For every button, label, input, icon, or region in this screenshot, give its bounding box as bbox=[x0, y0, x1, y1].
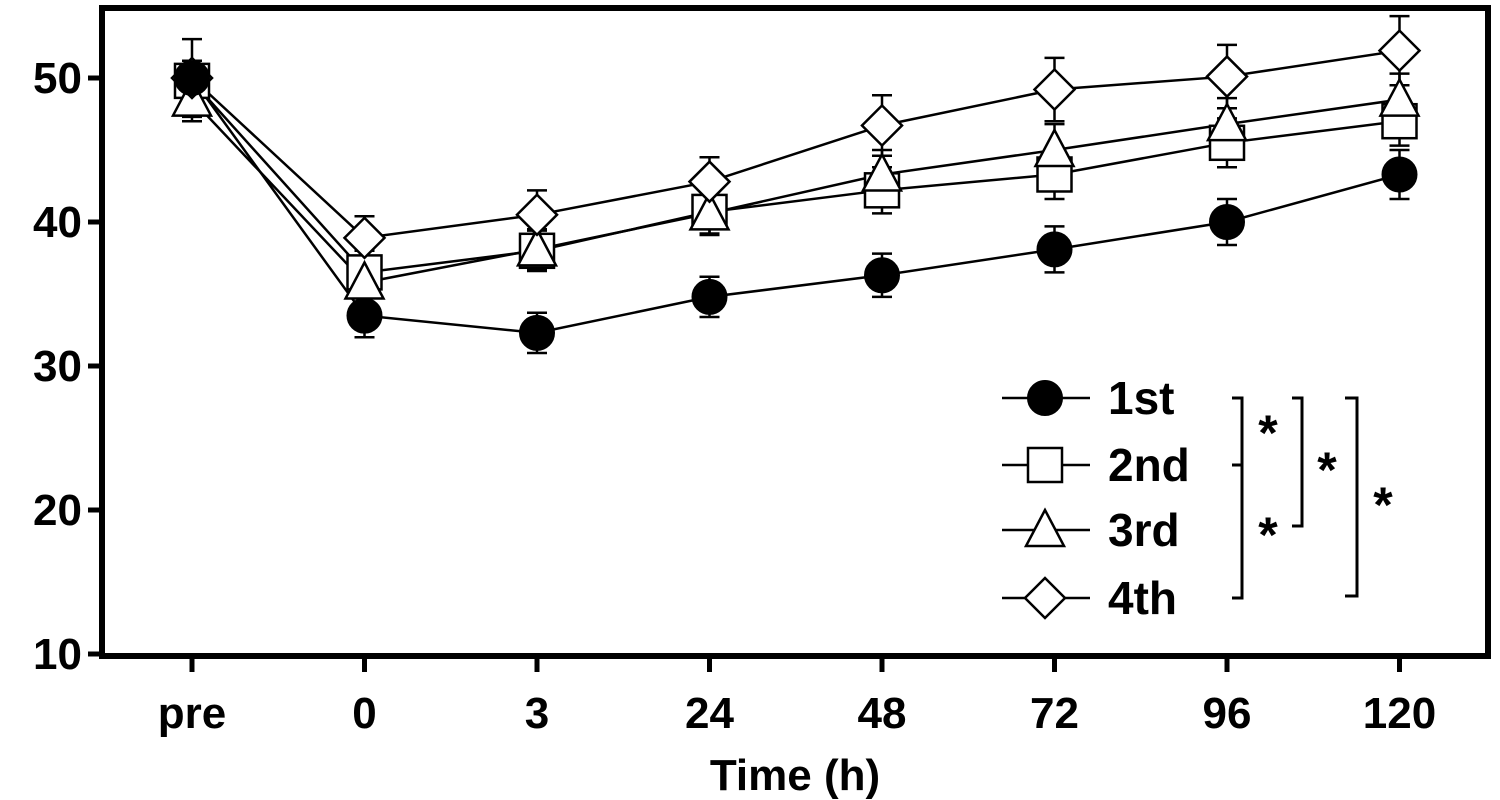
data-point-3rd bbox=[1205, 101, 1249, 142]
significance-star: * bbox=[1317, 442, 1337, 498]
y-tick-label: 20 bbox=[33, 486, 82, 535]
data-point-1st bbox=[519, 314, 555, 351]
legend-marker-4th bbox=[1023, 576, 1067, 620]
x-axis-title: Time (h) bbox=[710, 751, 880, 800]
bracket-1st-4th bbox=[1345, 396, 1359, 598]
legend-label-4th: 4th bbox=[1108, 572, 1177, 624]
legend-marker-3rd bbox=[1023, 507, 1067, 548]
bracket-1st-3rd bbox=[1292, 396, 1304, 528]
data-point-4th bbox=[342, 216, 387, 260]
legend-label-1st: 1st bbox=[1108, 372, 1174, 424]
x-tick-label: 96 bbox=[1203, 689, 1252, 738]
legend-marker-1st bbox=[1027, 380, 1063, 416]
series-line-1st bbox=[190, 77, 1400, 335]
data-point-1st bbox=[1036, 231, 1073, 268]
y-tick-label: 40 bbox=[33, 198, 82, 247]
x-tick-label: 48 bbox=[858, 689, 907, 738]
data-point-3rd bbox=[688, 190, 731, 231]
data-point-1st bbox=[346, 297, 383, 334]
x-tick-label: 120 bbox=[1363, 689, 1436, 738]
y-tick-label: 50 bbox=[33, 54, 82, 103]
significance-star: * bbox=[1258, 507, 1278, 563]
series-line-4th bbox=[191, 49, 1400, 240]
data-point-4th bbox=[1377, 28, 1422, 73]
series-lines bbox=[190, 49, 1400, 335]
x-tick-label: 0 bbox=[352, 689, 376, 738]
data-point-3rd bbox=[860, 151, 904, 192]
data-point-3rd bbox=[515, 226, 559, 267]
data-point-4th bbox=[687, 159, 732, 204]
data-point-4th bbox=[1032, 67, 1077, 112]
plot-frame bbox=[99, 5, 1491, 659]
data-point-4th bbox=[1205, 54, 1249, 99]
data-point-4th bbox=[860, 103, 904, 148]
legend: 1st 2nd 3rd 4th bbox=[1002, 372, 1190, 624]
legend-label-2nd: 2nd bbox=[1108, 439, 1190, 491]
legend-label-3rd: 3rd bbox=[1108, 504, 1180, 556]
x-tick-label: 72 bbox=[1030, 689, 1079, 738]
data-point-3rd bbox=[1033, 127, 1076, 168]
y-tick-label: 10 bbox=[33, 630, 82, 679]
bracket-1st-2nd bbox=[1232, 396, 1244, 467]
data-point-1st bbox=[174, 60, 210, 96]
data-point-4th bbox=[515, 193, 559, 237]
series-markers bbox=[170, 28, 1422, 351]
significance-brackets: * * * * bbox=[1232, 396, 1393, 600]
data-point-1st bbox=[691, 278, 728, 315]
significance-star: * bbox=[1258, 405, 1278, 461]
x-tick-label: 3 bbox=[525, 689, 549, 738]
x-tick-label: pre bbox=[158, 689, 226, 738]
significance-star: * bbox=[1373, 477, 1393, 533]
data-point-1st bbox=[864, 257, 900, 294]
bracket-2nd-4th bbox=[1232, 463, 1244, 600]
data-point-1st bbox=[1209, 204, 1245, 240]
series-line-3rd bbox=[191, 98, 1400, 284]
data-point-1st bbox=[1381, 156, 1418, 193]
data-point-3rd bbox=[1378, 76, 1421, 117]
y-tick-label: 30 bbox=[33, 342, 82, 391]
x-tick-label: 24 bbox=[685, 689, 734, 738]
series-line-2nd bbox=[191, 80, 1400, 274]
axes: 10 20 30 40 50 pre 0 3 24 48 72 96 120 bbox=[33, 54, 1436, 738]
legend-marker-2nd bbox=[1026, 446, 1064, 484]
